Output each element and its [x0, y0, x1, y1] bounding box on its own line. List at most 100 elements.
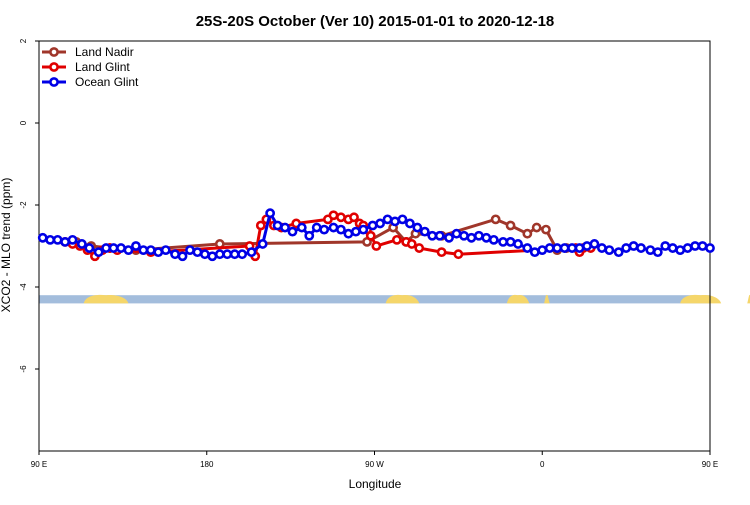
data-point [529, 247, 540, 258]
data-point [490, 214, 501, 225]
legend-marker [49, 47, 59, 57]
series-layer [37, 208, 715, 262]
series-2 [37, 208, 715, 262]
map-land-5 [747, 294, 750, 304]
axes: 90 E 180 90 W 0 90 E 2 0 -2 -4 -6 [19, 38, 718, 469]
data-point [311, 222, 322, 233]
data-point [93, 247, 104, 258]
data-point [229, 249, 240, 260]
x-tick-label: 180 [200, 460, 214, 469]
legend-marker [49, 62, 59, 72]
map-land-0 [83, 294, 129, 304]
data-point [185, 245, 195, 255]
data-point [604, 245, 615, 255]
map-land-4 [680, 294, 722, 304]
data-point [177, 251, 188, 262]
data-point [705, 243, 715, 253]
y-tick-label: -4 [19, 283, 28, 291]
data-point [613, 247, 624, 258]
data-point [488, 234, 499, 245]
data-point [52, 234, 63, 245]
data-point [406, 239, 417, 249]
data-point [296, 222, 307, 233]
x-tick-label: 0 [540, 460, 545, 469]
data-point [697, 241, 708, 251]
data-point [481, 232, 492, 243]
data-point [451, 228, 462, 239]
data-point [319, 224, 330, 235]
data-point [349, 212, 359, 223]
data-point [391, 234, 402, 245]
data-point [596, 243, 607, 253]
data-point [682, 243, 693, 253]
data-point [436, 247, 447, 258]
data-point [444, 232, 454, 243]
data-point [531, 222, 542, 233]
data-point [350, 226, 361, 237]
x-tick-label: 90 E [31, 460, 47, 469]
data-point [645, 245, 656, 255]
map-ocean [39, 295, 710, 304]
data-point [419, 226, 430, 237]
y-tick-label: -6 [19, 365, 28, 373]
data-point [412, 222, 423, 233]
data-point [522, 243, 533, 253]
data-point [265, 208, 276, 219]
data-point [37, 232, 48, 243]
data-point [222, 249, 233, 260]
data-point [582, 241, 592, 251]
data-point [367, 220, 378, 231]
map-land-2 [506, 294, 530, 304]
x-axis-label: Longitude [349, 477, 402, 491]
y-tick-label: 2 [19, 38, 28, 43]
data-point [628, 241, 639, 251]
data-point [199, 249, 210, 260]
data-point [375, 218, 385, 229]
data-point [304, 230, 315, 241]
data-point [272, 220, 283, 231]
data-point [660, 241, 671, 251]
data-point [434, 230, 445, 241]
data-point [257, 239, 268, 249]
data-point [138, 245, 149, 255]
data-point [214, 249, 225, 260]
x-tick-label: 90 E [702, 460, 718, 469]
data-point [160, 245, 171, 255]
data-point [405, 218, 415, 229]
map-strip [39, 294, 750, 304]
data-point [541, 224, 551, 235]
data-point [559, 243, 570, 253]
data-point [280, 222, 290, 233]
data-point [76, 239, 87, 249]
data-point [336, 212, 346, 223]
data-point [589, 239, 600, 249]
data-point [459, 230, 469, 241]
data-point [621, 243, 632, 253]
data-point [45, 234, 56, 245]
data-point [498, 236, 509, 247]
legend-label: Ocean Glint [75, 75, 139, 89]
data-point [427, 230, 438, 241]
legend-marker [49, 77, 59, 87]
data-point [414, 243, 425, 253]
x-tick-label: 90 W [365, 460, 384, 469]
chart-title: 25S-20S October (Ver 10) 2015-01-01 to 2… [196, 13, 555, 30]
legend-label: Land Nadir [75, 45, 134, 59]
data-point [328, 222, 339, 233]
data-point [131, 241, 141, 251]
data-point [690, 241, 700, 251]
data-point [101, 243, 111, 253]
data-point [84, 243, 95, 253]
data-point [116, 243, 126, 253]
data-point [255, 220, 266, 231]
data-point [145, 245, 156, 255]
data-point [343, 228, 354, 239]
legend-label: Land Glint [75, 60, 130, 74]
data-point [287, 226, 298, 237]
data-point [552, 243, 563, 253]
data-point [382, 214, 393, 225]
data-point [667, 243, 678, 253]
data-point [371, 241, 382, 251]
